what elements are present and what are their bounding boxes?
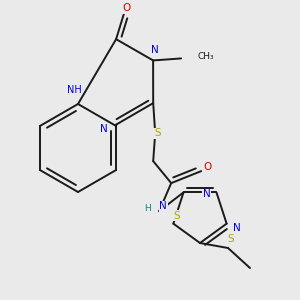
Text: S: S — [228, 234, 234, 244]
Text: O: O — [122, 3, 130, 13]
Text: H: H — [144, 204, 151, 213]
Text: CH₃: CH₃ — [197, 52, 214, 61]
Text: N: N — [233, 223, 241, 233]
Text: NH: NH — [67, 85, 81, 95]
Text: N: N — [159, 201, 167, 211]
Text: N: N — [100, 124, 108, 134]
Text: S: S — [173, 211, 180, 221]
Text: N: N — [151, 45, 159, 56]
Text: N: N — [202, 189, 210, 199]
Text: O: O — [203, 162, 211, 172]
Text: S: S — [154, 128, 160, 138]
